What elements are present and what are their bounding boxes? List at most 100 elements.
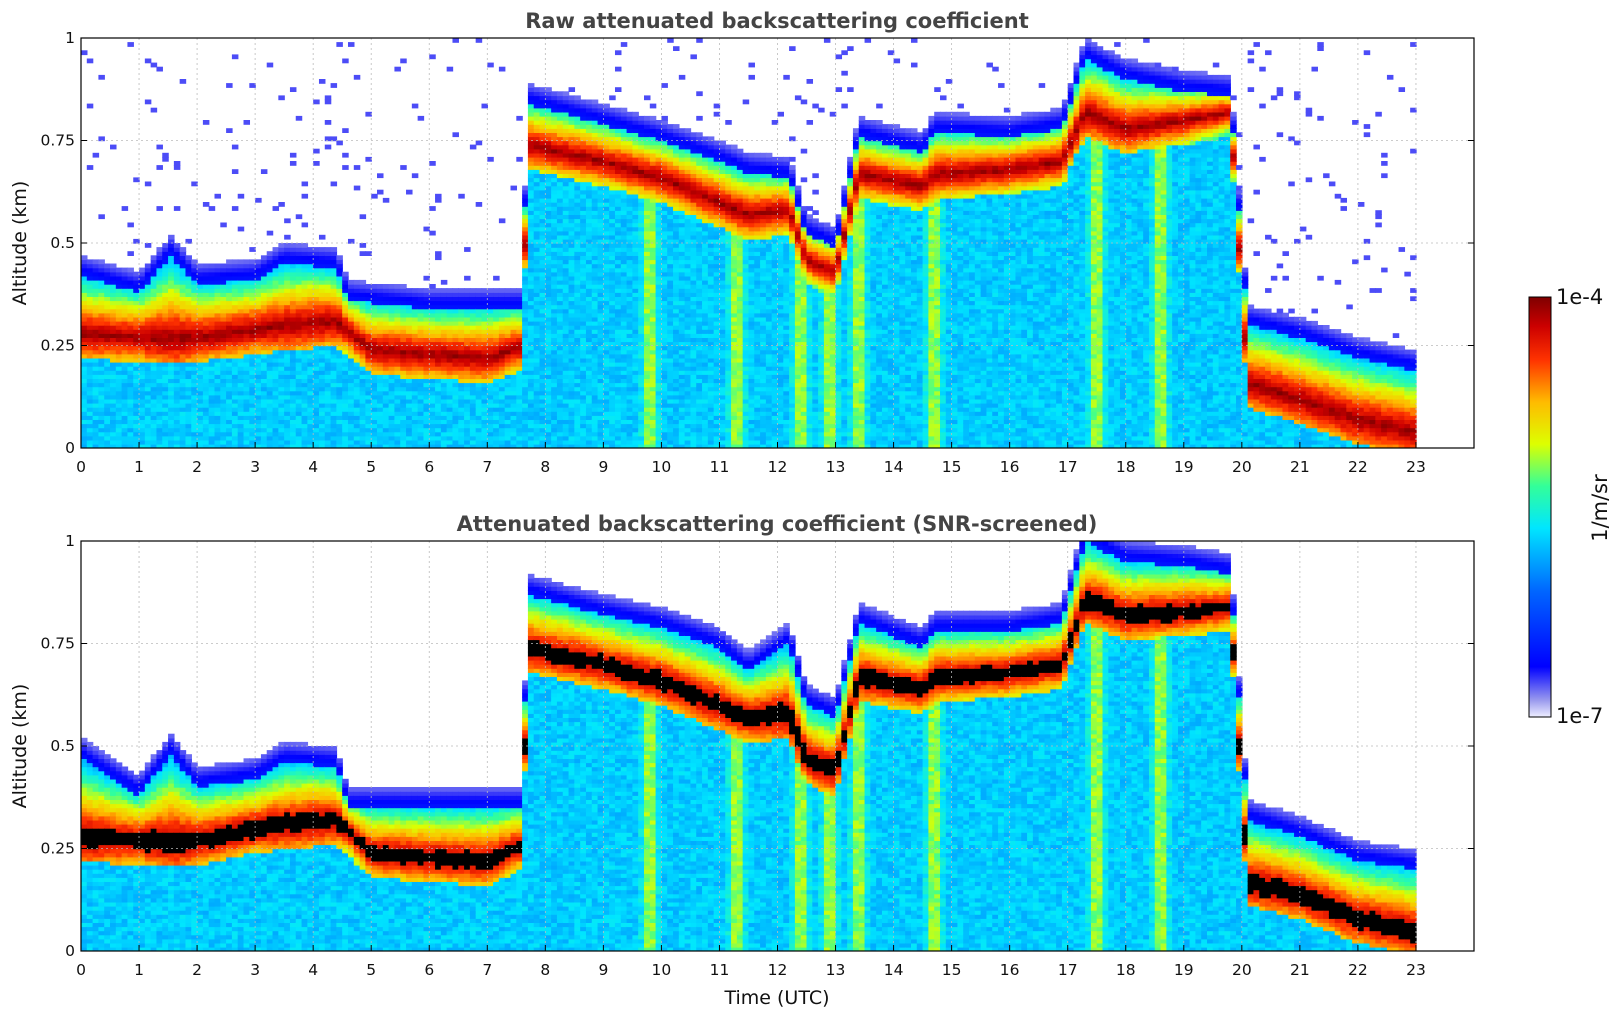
heatmap-cell xyxy=(220,345,227,351)
heatmap-cell xyxy=(255,279,262,285)
heatmap-cell xyxy=(98,284,105,289)
heatmap-cell xyxy=(556,325,564,330)
heatmap-cell xyxy=(266,279,274,285)
heatmap-cell xyxy=(98,378,105,384)
heatmap-cell xyxy=(394,341,401,347)
heatmap-cell xyxy=(533,169,541,174)
heatmap-cell xyxy=(609,382,616,388)
heatmap-cell xyxy=(289,419,297,425)
heatmap-cell xyxy=(162,156,169,162)
heatmap-cell xyxy=(272,284,280,289)
heatmap-cell xyxy=(313,259,320,265)
heatmap-cell xyxy=(597,427,605,433)
heatmap-cell xyxy=(493,431,500,437)
heatmap-cell xyxy=(220,304,227,310)
heatmap-cell xyxy=(580,374,587,379)
heatmap-cell xyxy=(533,308,541,314)
heatmap-cell xyxy=(609,415,616,420)
heatmap-cell xyxy=(603,439,610,445)
heatmap-cell xyxy=(260,279,268,285)
heatmap-cell xyxy=(231,419,239,425)
heatmap-cell xyxy=(609,156,616,162)
heatmap-cell xyxy=(620,308,628,314)
heatmap-cell xyxy=(289,296,297,302)
heatmap-cell xyxy=(243,341,251,347)
heatmap-cell xyxy=(156,349,163,355)
heatmap-cell xyxy=(307,427,314,433)
heatmap-cell xyxy=(150,361,158,367)
heatmap-cell xyxy=(237,357,245,363)
heatmap-cell xyxy=(92,407,100,412)
heatmap-cell xyxy=(435,316,442,322)
heatmap-cell xyxy=(260,374,268,379)
heatmap-cell xyxy=(289,308,297,314)
heatmap-cell xyxy=(243,353,251,359)
heatmap-cell xyxy=(150,259,158,265)
heatmap-cell xyxy=(545,374,552,379)
heatmap-cell xyxy=(498,378,506,384)
heatmap-cell xyxy=(226,259,233,265)
heatmap-cell xyxy=(237,427,245,433)
heatmap-cell xyxy=(539,177,547,183)
heatmap-cell xyxy=(121,267,129,273)
heatmap-cell xyxy=(580,329,587,334)
heatmap-cell xyxy=(562,132,570,138)
heatmap-cell xyxy=(603,128,610,133)
heatmap-cell xyxy=(214,308,221,314)
heatmap-cell xyxy=(504,419,512,425)
heatmap-cell xyxy=(417,292,425,297)
heatmap-cell xyxy=(417,353,425,359)
heatmap-cell xyxy=(562,267,570,273)
heatmap-cell xyxy=(458,398,465,404)
heatmap-cell xyxy=(243,337,251,343)
heatmap-cell xyxy=(388,337,396,343)
heatmap-cell xyxy=(260,300,268,306)
heatmap-cell xyxy=(452,345,459,351)
heatmap-cell xyxy=(533,341,541,347)
heatmap-cell xyxy=(487,341,494,347)
heatmap-cell xyxy=(539,107,547,113)
heatmap-cell xyxy=(591,218,599,224)
heatmap-cell xyxy=(377,349,384,355)
heatmap-cell xyxy=(539,230,547,236)
heatmap-cell xyxy=(284,357,291,363)
heatmap-cell xyxy=(545,431,552,437)
heatmap-cell xyxy=(400,423,407,429)
heatmap-cell xyxy=(551,366,558,371)
heatmap-cell xyxy=(510,382,518,388)
heatmap-cell xyxy=(139,435,146,441)
heatmap-cell xyxy=(324,439,332,445)
heatmap-cell xyxy=(585,329,593,334)
heatmap-cell xyxy=(272,435,280,441)
heatmap-cell xyxy=(220,386,227,392)
heatmap-cell xyxy=(278,341,285,347)
heatmap-cell xyxy=(214,333,221,338)
heatmap-cell xyxy=(609,275,616,281)
heatmap-cell xyxy=(214,386,221,392)
heatmap-cell xyxy=(556,320,564,326)
heatmap-cell xyxy=(318,366,326,371)
heatmap-cell xyxy=(121,300,129,306)
heatmap-cell xyxy=(347,439,355,445)
heatmap-cell xyxy=(533,103,541,109)
heatmap-cell xyxy=(272,357,280,363)
heatmap-cell xyxy=(591,169,599,174)
heatmap-cell xyxy=(208,374,216,379)
heatmap-cell xyxy=(289,370,297,375)
heatmap-cell xyxy=(620,238,628,244)
heatmap-cell xyxy=(551,120,558,125)
heatmap-cell xyxy=(475,349,483,355)
heatmap-cell xyxy=(597,312,605,318)
heatmap-cell xyxy=(377,386,384,392)
heatmap-cell xyxy=(278,267,285,273)
heatmap-cell xyxy=(562,152,570,158)
heatmap-cell xyxy=(493,353,500,359)
heatmap-cell xyxy=(243,325,251,330)
heatmap-cell xyxy=(318,316,326,322)
heatmap-cell xyxy=(162,394,169,400)
heatmap-cell xyxy=(522,255,529,261)
heatmap-cell xyxy=(527,222,535,228)
heatmap-cell xyxy=(249,435,256,441)
heatmap-cell xyxy=(614,50,622,56)
heatmap-cell xyxy=(464,370,471,375)
